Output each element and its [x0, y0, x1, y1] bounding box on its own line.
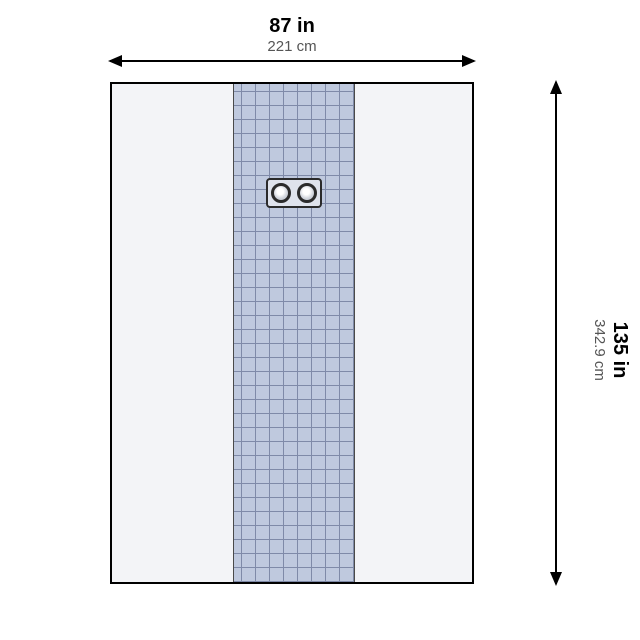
fenestration-hole-right [297, 183, 317, 203]
drape-outline [110, 82, 474, 584]
panel-center-reinforced [233, 84, 355, 582]
height-inches: 135 in [608, 319, 631, 381]
fenestration-hole-left [271, 183, 291, 203]
width-dimension-label: 87 in 221 cm [110, 15, 474, 55]
height-dimension-label: 135 in 342.9 cm [591, 319, 631, 381]
width-arrow [110, 60, 474, 62]
fenestration-window [266, 178, 322, 208]
diagram-stage: 87 in 221 cm 135 in 342.9 cm [0, 0, 640, 640]
panel-left [112, 84, 233, 582]
width-cm: 221 cm [110, 38, 474, 55]
width-inches: 87 in [110, 15, 474, 38]
height-arrow [555, 82, 557, 584]
height-cm: 342.9 cm [591, 319, 608, 381]
panel-right [355, 84, 472, 582]
